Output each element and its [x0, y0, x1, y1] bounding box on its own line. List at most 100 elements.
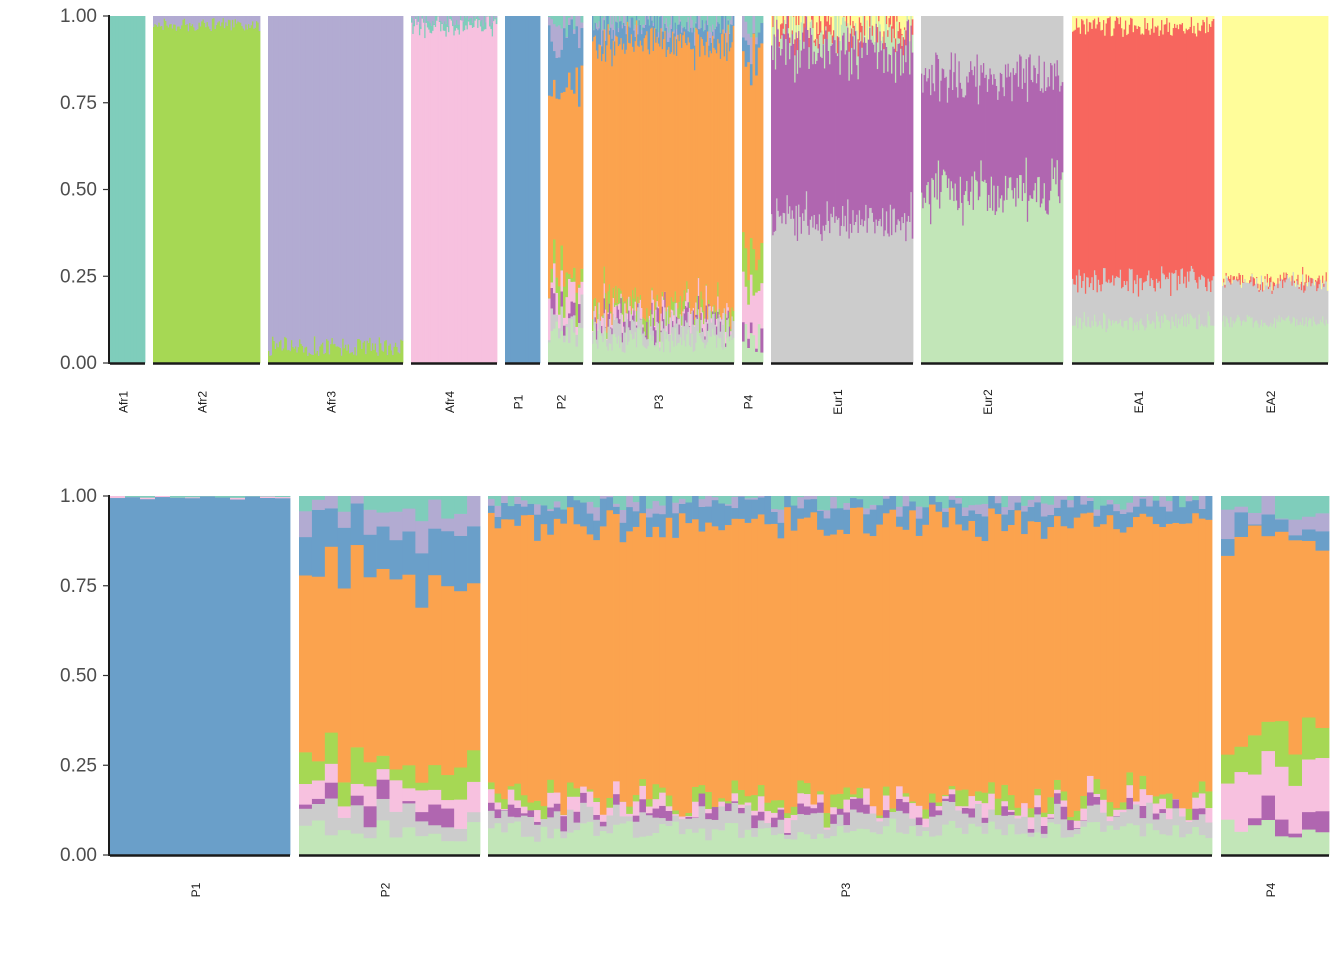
ancestry-segment	[726, 30, 728, 43]
ancestry-segment	[490, 25, 493, 29]
ancestry-segment	[1192, 792, 1200, 798]
ancestry-segment	[253, 28, 256, 364]
ancestry-segment	[664, 16, 666, 24]
ancestry-segment	[1121, 16, 1123, 29]
ancestry-segment	[803, 48, 805, 221]
ancestry-segment	[520, 794, 528, 807]
ancestry-segment	[661, 341, 664, 364]
ancestry-segment	[1112, 35, 1114, 276]
ancestry-segment	[955, 805, 963, 811]
ancestry-segment	[1113, 28, 1115, 286]
ancestry-segment	[738, 837, 746, 856]
ancestry-segment	[276, 343, 278, 364]
ancestry-segment	[1077, 27, 1079, 293]
ancestry-segment	[1277, 277, 1279, 289]
ancestry-segment	[1272, 289, 1275, 324]
ancestry-segment	[973, 171, 976, 364]
ancestry-segment	[1180, 24, 1183, 270]
ancestry-segment	[632, 511, 640, 527]
ancestry-segment	[547, 792, 555, 808]
ancestry-segment	[1014, 502, 1022, 511]
ancestry-segment	[932, 179, 935, 364]
ancestry-segment	[661, 16, 664, 32]
ancestry-segment	[876, 16, 879, 28]
ancestry-segment	[311, 354, 313, 364]
ancestry-segment	[656, 36, 659, 295]
ancestry-segment	[1051, 16, 1054, 66]
ancestry-segment	[638, 16, 641, 19]
ancestry-segment	[883, 235, 885, 364]
ancestry-segment	[968, 71, 971, 206]
ancestry-segment	[635, 16, 638, 21]
ancestry-segment	[1307, 275, 1310, 283]
ancestry-segment	[1152, 16, 1154, 19]
ancestry-segment	[1297, 284, 1299, 326]
ancestry-segment	[1176, 16, 1179, 25]
ancestry-segment	[968, 16, 971, 73]
ancestry-segment	[731, 496, 739, 509]
ancestry-segment	[632, 17, 634, 47]
ancestry-segment	[430, 16, 433, 26]
ancestry-segment	[547, 496, 555, 510]
ancestry-segment	[634, 331, 637, 364]
ancestry-segment	[593, 299, 595, 312]
ancestry-segment	[1275, 836, 1289, 856]
ancestry-segment	[336, 16, 339, 347]
ancestry-segment	[1304, 323, 1307, 364]
ancestry-segment	[634, 16, 637, 25]
ancestry-segment	[1139, 788, 1147, 806]
ancestry-segment	[732, 25, 735, 311]
ancestry-segment	[181, 16, 183, 26]
ancestry-segment	[553, 501, 561, 508]
ancestry-segment	[915, 518, 923, 536]
ancestry-segment	[311, 576, 326, 762]
ancestry-segment	[1080, 820, 1088, 827]
ancestry-segment	[888, 26, 891, 55]
ancestry-segment	[911, 19, 914, 35]
ancestry-segment	[787, 27, 790, 34]
ancestry-segment	[626, 496, 634, 508]
ancestry-segment	[1113, 815, 1121, 817]
ancestry-segment	[784, 834, 792, 840]
ancestry-segment	[922, 207, 924, 364]
ancestry-segment	[888, 53, 891, 237]
ancestry-segment	[1208, 23, 1211, 282]
ancestry-segment	[787, 33, 790, 214]
ancestry-segment	[696, 29, 699, 296]
ancestry-segment	[632, 815, 640, 822]
ancestry-segment	[701, 299, 704, 313]
ancestry-segment	[540, 505, 548, 525]
ancestry-segment	[1246, 314, 1249, 364]
ancestry-segment	[1316, 325, 1318, 364]
ancestry-segment	[1001, 506, 1009, 515]
ancestry-segment	[599, 526, 607, 815]
ancestry-segment	[719, 321, 722, 332]
ancestry-segment	[813, 51, 816, 215]
ancestry-segment	[452, 16, 454, 21]
ancestry-segment	[718, 797, 726, 802]
ancestry-segment	[684, 300, 687, 302]
ancestry-segment	[1162, 16, 1165, 35]
ancestry-segment	[940, 80, 943, 193]
ancestry-segment	[555, 98, 559, 278]
ancestry-segment	[230, 16, 233, 31]
ancestry-segment	[599, 498, 607, 527]
ancestry-segment	[839, 16, 842, 42]
population-group-p2	[548, 16, 584, 365]
ancestry-segment	[747, 44, 751, 63]
ancestry-segment	[948, 789, 956, 795]
ancestry-segment	[704, 54, 706, 319]
ancestry-segment	[863, 514, 871, 534]
ancestry-segment	[713, 334, 716, 364]
ancestry-segment	[358, 16, 361, 340]
ancestry-segment	[930, 223, 932, 364]
ancestry-segment	[1190, 16, 1193, 266]
ancestry-segment	[1264, 16, 1266, 277]
ancestry-segment	[774, 69, 777, 231]
ancestry-segment	[796, 37, 799, 51]
ancestry-segment	[657, 16, 660, 33]
ancestry-segment	[1179, 283, 1181, 325]
ancestry-segment	[911, 52, 914, 239]
ancestry-segment	[560, 831, 568, 839]
ancestry-segment	[893, 208, 896, 364]
